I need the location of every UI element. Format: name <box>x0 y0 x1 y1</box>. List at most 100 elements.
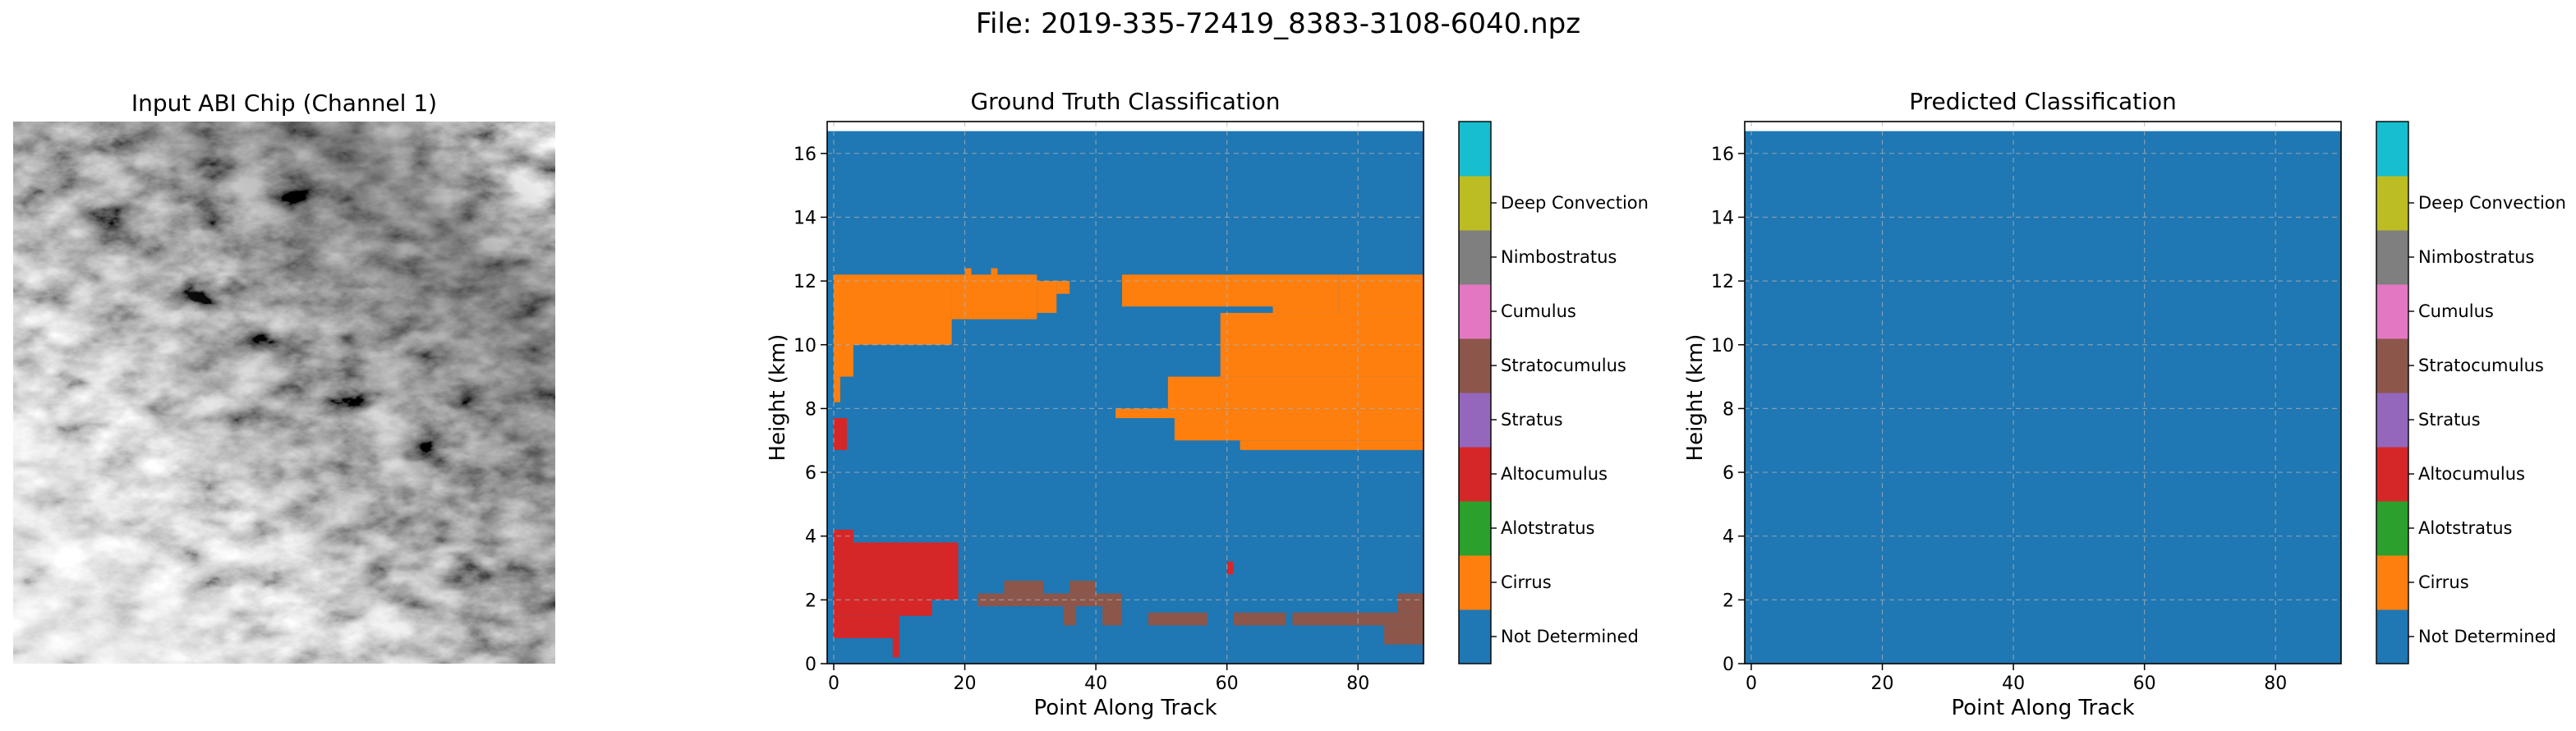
gt-colorbar-segment <box>1459 122 1491 177</box>
gt-region-stratocumulus <box>978 593 1123 607</box>
gt-colorbar-label: Altocumulus <box>1501 464 1608 484</box>
gt-region-altocumulus <box>833 542 959 600</box>
pred-ytick-label: 8 <box>1723 399 1734 420</box>
pred-colorbar-label: Cirrus <box>2418 572 2469 592</box>
gt-region-stratocumulus <box>1148 612 1208 626</box>
gt-region-stratocumulus <box>1063 606 1077 626</box>
pred-colorbar-segment <box>2376 122 2408 177</box>
gt-region-cirrus <box>991 268 998 275</box>
ground-truth-xlabel: Point Along Track <box>1033 696 1217 720</box>
pred-cells-not-determined <box>1745 131 2341 664</box>
abi-image-panel: Input ABI Chip (Channel 1) <box>13 90 555 664</box>
gt-xtick-label: 80 <box>1346 674 1369 694</box>
pred-colorbar-label: Stratocumulus <box>2418 356 2544 375</box>
gt-colorbar-segment <box>1459 501 1491 556</box>
gt-colorbar-label: Alotstratus <box>1501 518 1594 538</box>
gt-ytick-label: 4 <box>805 527 816 548</box>
pred-colorbar-label: Not Determined <box>2418 627 2556 646</box>
gt-region-cirrus <box>1338 274 1424 313</box>
gt-region-cirrus <box>833 344 853 377</box>
predicted-panel: Predicted Classification Point Along Tra… <box>1683 88 2566 720</box>
gt-region-cirrus <box>1116 408 1424 419</box>
gt-colorbar-label: Stratocumulus <box>1501 356 1626 375</box>
pred-xtick-label: 80 <box>2264 674 2287 694</box>
pred-colorbar-segment <box>2376 555 2408 610</box>
gt-colorbar-label: Stratus <box>1501 410 1563 430</box>
gt-region-altocumulus <box>833 615 899 638</box>
pred-colorbar-segment <box>2376 176 2408 231</box>
pred-colorbar-frame <box>2376 121 2409 664</box>
predicted-xlabel: Point Along Track <box>1951 696 2134 720</box>
gt-xtick-label: 0 <box>828 674 840 694</box>
gt-region-cirrus <box>1167 376 1424 409</box>
ground-truth-title: Ground Truth Classification <box>970 88 1280 115</box>
gt-region-cirrus <box>1037 281 1057 313</box>
image-panel-title: Input ABI Chip (Channel 1) <box>131 90 437 117</box>
gt-ytick-label: 2 <box>805 591 816 611</box>
pred-ytick-label: 16 <box>1711 145 1734 165</box>
gt-region-stratocumulus <box>1397 593 1424 613</box>
gt-region-altocumulus <box>892 637 899 658</box>
pred-xtick-label: 20 <box>1871 674 1894 694</box>
gt-region-altocumulus <box>833 529 853 543</box>
gt-region-cirrus <box>833 376 840 402</box>
gt-ytick-label: 12 <box>794 272 816 292</box>
pred-colorbar-label: Nimbostratus <box>2418 247 2534 267</box>
gt-colorbar-segment <box>1459 393 1491 448</box>
pred-xtick-label: 40 <box>2002 674 2025 694</box>
gt-colorbar-segment <box>1459 230 1491 285</box>
gt-ytick-label: 0 <box>805 655 816 675</box>
pred-colorbar-segment <box>2376 447 2408 502</box>
gt-region-stratocumulus <box>1233 612 1286 626</box>
gt-xtick-label: 40 <box>1084 674 1107 694</box>
pred-xtick-label: 60 <box>2133 674 2156 694</box>
gt-colorbar-segment <box>1459 176 1491 231</box>
gt-colorbar-label: Not Determined <box>1501 627 1639 646</box>
pred-colorbar-label: Altocumulus <box>2418 464 2525 484</box>
pred-colorbar-segment <box>2376 230 2408 285</box>
gt-colorbar-segment <box>1459 284 1491 339</box>
gt-colorbar-label: Cumulus <box>1501 301 1576 321</box>
pred-ytick-label: 6 <box>1723 463 1734 484</box>
gt-region-altocumulus <box>833 418 847 450</box>
gt-xtick-label: 60 <box>1216 674 1239 694</box>
gt-ytick-label: 16 <box>794 145 816 165</box>
gt-region-cirrus <box>1122 274 1273 307</box>
gt-region-cirrus <box>1272 274 1339 313</box>
pred-xtick-label: 0 <box>1746 674 1757 694</box>
predicted-ylabel: Height (km) <box>1683 334 1708 462</box>
gt-colorbar-label: Cirrus <box>1501 572 1552 592</box>
ground-truth-panel: Ground Truth Classification Point Along … <box>766 88 1649 720</box>
gt-region-cirrus <box>833 274 952 345</box>
gt-colorbar-segment <box>1459 447 1491 502</box>
gt-colorbar-segment <box>1459 338 1491 393</box>
gt-region-cirrus <box>1174 418 1424 441</box>
pred-colorbar-label: Deep Convection <box>2418 193 2566 213</box>
gt-region-stratocumulus <box>1384 625 1424 645</box>
pred-colorbar-segment <box>2376 284 2408 339</box>
gt-region-cirrus <box>1240 440 1424 450</box>
gt-colorbar-label: Nimbostratus <box>1501 247 1617 267</box>
gt-region-cirrus <box>1056 281 1070 294</box>
predicted-title: Predicted Classification <box>1909 88 2177 115</box>
pred-ytick-label: 14 <box>1711 208 1734 228</box>
pred-colorbar-segment <box>2376 609 2408 664</box>
gt-ytick-label: 10 <box>794 336 816 356</box>
pred-axes-frame <box>1744 121 2342 664</box>
gt-ytick-label: 8 <box>805 399 816 420</box>
gt-xtick-label: 20 <box>954 674 977 694</box>
pred-ytick-label: 10 <box>1711 336 1734 356</box>
gt-axes-frame <box>826 121 1424 664</box>
pred-colorbar-segment <box>2376 338 2408 393</box>
gt-region-stratocumulus <box>1004 581 1044 594</box>
gt-colorbar-segment <box>1459 609 1491 664</box>
gt-region-stratocumulus <box>1070 581 1097 594</box>
abi-chip-image <box>13 122 555 664</box>
gt-region-stratocumulus <box>1102 606 1123 626</box>
pred-colorbar-label: Stratus <box>2418 410 2481 430</box>
pred-ytick-label: 4 <box>1723 527 1734 548</box>
gt-region-altocumulus <box>833 600 932 616</box>
gt-ytick-label: 6 <box>805 463 816 484</box>
ground-truth-ylabel: Height (km) <box>766 334 790 462</box>
pred-ytick-label: 0 <box>1723 655 1734 675</box>
